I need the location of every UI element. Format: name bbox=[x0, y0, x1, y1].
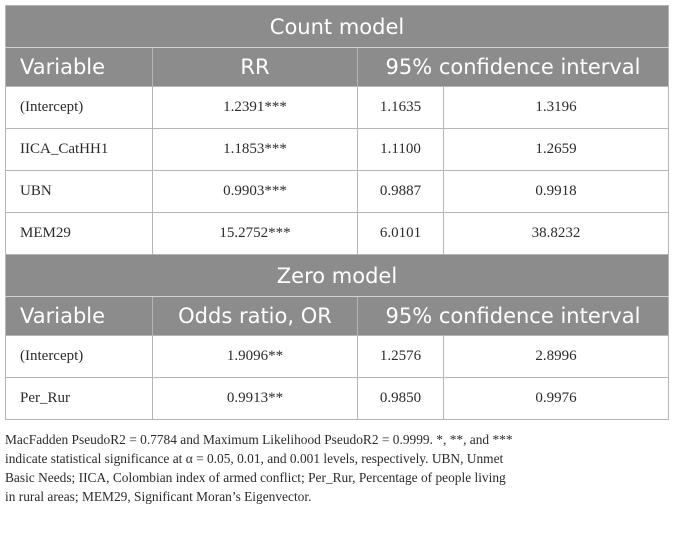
variable-cell: Per_Rur bbox=[5, 377, 153, 420]
zero-model-title: Zero model bbox=[5, 254, 669, 297]
table-row: IICA_CatHH1 1.1853*** 1.1100 1.2659 bbox=[5, 128, 669, 171]
results-table: Count model Variable RR 95% confidence i… bbox=[5, 5, 669, 420]
estimate-cell: 1.2391*** bbox=[152, 86, 358, 129]
ci-high-cell: 0.9918 bbox=[443, 170, 669, 213]
estimate-cell: 1.1853*** bbox=[152, 128, 358, 171]
count-header-variable: Variable bbox=[5, 47, 153, 87]
variable-cell: IICA_CatHH1 bbox=[5, 128, 153, 171]
count-header-rr: RR bbox=[152, 47, 358, 87]
count-header-ci: 95% confidence interval bbox=[357, 47, 669, 87]
ci-low-cell: 1.1635 bbox=[357, 86, 444, 129]
variable-cell: (Intercept) bbox=[5, 335, 153, 378]
ci-high-cell: 2.8996 bbox=[443, 335, 669, 378]
table-row: UBN 0.9903*** 0.9887 0.9918 bbox=[5, 170, 669, 213]
ci-low-cell: 1.2576 bbox=[357, 335, 444, 378]
zero-header-or: Odds ratio, OR bbox=[152, 296, 358, 336]
estimate-cell: 1.9096** bbox=[152, 335, 358, 378]
zero-header-ci: 95% confidence interval bbox=[357, 296, 669, 336]
regression-table-figure: Count model Variable RR 95% confidence i… bbox=[5, 5, 669, 506]
variable-cell: MEM29 bbox=[5, 212, 153, 255]
count-model-header-row: Variable RR 95% confidence interval bbox=[5, 47, 669, 87]
table-row: (Intercept) 1.2391*** 1.1635 1.3196 bbox=[5, 86, 669, 129]
count-model-title-row: Count model bbox=[5, 5, 669, 48]
footnote-line: in rural areas; MEM29, Significant Moran… bbox=[5, 489, 312, 504]
ci-low-cell: 1.1100 bbox=[357, 128, 444, 171]
ci-low-cell: 0.9850 bbox=[357, 377, 444, 420]
estimate-cell: 0.9903*** bbox=[152, 170, 358, 213]
table-footnote: MacFadden PseudoR2 = 0.7784 and Maximum … bbox=[5, 430, 668, 506]
variable-cell: UBN bbox=[5, 170, 153, 213]
table-row: (Intercept) 1.9096** 1.2576 2.8996 bbox=[5, 335, 669, 378]
ci-high-cell: 38.8232 bbox=[443, 212, 669, 255]
estimate-cell: 15.2752*** bbox=[152, 212, 358, 255]
ci-low-cell: 6.0101 bbox=[357, 212, 444, 255]
variable-cell: (Intercept) bbox=[5, 86, 153, 129]
ci-low-cell: 0.9887 bbox=[357, 170, 444, 213]
table-row: Per_Rur 0.9913** 0.9850 0.9976 bbox=[5, 377, 669, 420]
ci-high-cell: 1.3196 bbox=[443, 86, 669, 129]
zero-model-header-row: Variable Odds ratio, OR 95% confidence i… bbox=[5, 296, 669, 336]
footnote-line: MacFadden PseudoR2 = 0.7784 and Maximum … bbox=[5, 432, 513, 447]
footnote-line: Basic Needs; IICA, Colombian index of ar… bbox=[5, 470, 506, 485]
ci-high-cell: 1.2659 bbox=[443, 128, 669, 171]
footnote-line: indicate statistical significance at α =… bbox=[5, 451, 504, 466]
ci-high-cell: 0.9976 bbox=[443, 377, 669, 420]
count-model-title: Count model bbox=[5, 5, 669, 48]
estimate-cell: 0.9913** bbox=[152, 377, 358, 420]
zero-header-variable: Variable bbox=[5, 296, 153, 336]
zero-model-title-row: Zero model bbox=[5, 254, 669, 297]
table-row: MEM29 15.2752*** 6.0101 38.8232 bbox=[5, 212, 669, 255]
